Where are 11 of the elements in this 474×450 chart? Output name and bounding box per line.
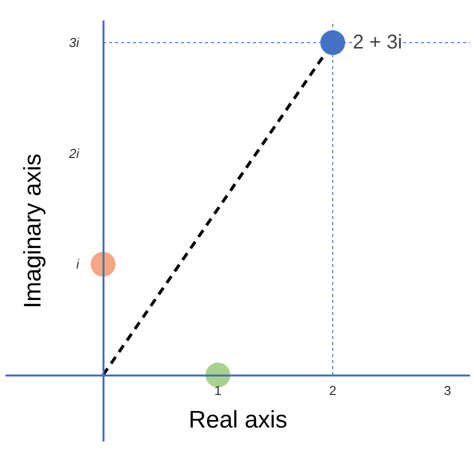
y-axis-title: Imaginary axis: [19, 154, 46, 308]
annotation: 2 + 3i: [352, 32, 402, 54]
y-tick-label: i: [76, 256, 80, 272]
x-axis-title: Real axis: [188, 406, 288, 434]
point: [90, 252, 116, 277]
y-tick-label: 2i: [68, 146, 80, 161]
point: [320, 30, 346, 56]
x-tick-label: 1: [214, 383, 222, 398]
x-tick-label: 3: [444, 383, 452, 398]
y-tick-label: 3i: [68, 35, 80, 50]
x-tick-label: 2: [329, 383, 336, 398]
